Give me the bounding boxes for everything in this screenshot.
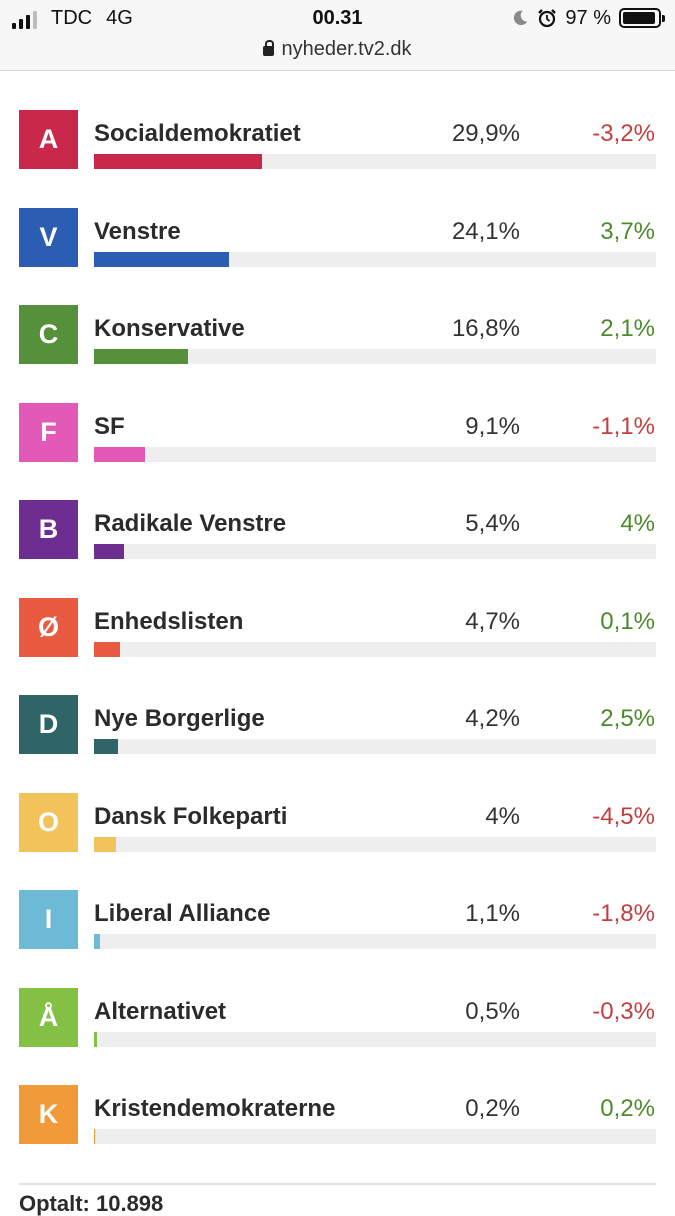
party-row: I Liberal Alliance 1,1% -1,8% bbox=[0, 890, 675, 952]
party-name: Enhedslisten bbox=[94, 608, 244, 635]
vote-change: -4,5% bbox=[592, 803, 655, 830]
party-letter-badge: K bbox=[19, 1085, 78, 1144]
vote-bar-fill bbox=[94, 544, 125, 559]
vote-change: 4% bbox=[620, 510, 655, 537]
party-row: C Konservative 16,8% 2,1% bbox=[0, 305, 675, 367]
clock: 00.31 bbox=[312, 7, 363, 29]
vote-change: 0,2% bbox=[600, 1095, 655, 1122]
vote-change: -1,1% bbox=[592, 413, 655, 440]
party-letter-badge: V bbox=[19, 208, 78, 267]
vote-change: -3,2% bbox=[592, 120, 655, 147]
vote-percent: 0,2% bbox=[465, 1095, 520, 1122]
party-name: Liberal Alliance bbox=[94, 900, 271, 927]
vote-percent: 4% bbox=[485, 803, 520, 830]
divider bbox=[19, 1183, 656, 1185]
party-row: B Radikale Venstre 5,4% 4% bbox=[0, 500, 675, 562]
party-row: O Dansk Folkeparti 4% -4,5% bbox=[0, 793, 675, 855]
vote-change: 2,1% bbox=[600, 315, 655, 342]
status-icons: 97 % bbox=[511, 7, 665, 29]
party-letter-badge: Ø bbox=[19, 598, 78, 657]
vote-bar-fill bbox=[94, 154, 263, 169]
vote-bar-fill bbox=[94, 349, 189, 364]
vote-bar-track bbox=[94, 544, 656, 559]
vote-bar-track bbox=[94, 642, 656, 657]
vote-bar-track bbox=[94, 934, 656, 949]
vote-change: 2,5% bbox=[600, 705, 655, 732]
vote-bar-track bbox=[94, 739, 656, 754]
vote-bar-track bbox=[94, 1032, 656, 1047]
vote-bar-fill bbox=[94, 1032, 97, 1047]
party-row: A Socialdemokratiet 29,9% -3,2% bbox=[0, 110, 675, 172]
url-text: nyheder.tv2.dk bbox=[281, 38, 412, 60]
vote-change: 0,1% bbox=[600, 608, 655, 635]
party-letter-badge: F bbox=[19, 403, 78, 462]
vote-percent: 0,5% bbox=[465, 998, 520, 1025]
address-bar[interactable]: nyheder.tv2.dk bbox=[0, 37, 675, 61]
vote-bar-fill bbox=[94, 934, 101, 949]
vote-bar-fill bbox=[94, 447, 146, 462]
party-name: Socialdemokratiet bbox=[94, 120, 301, 147]
party-letter-badge: B bbox=[19, 500, 78, 559]
party-letter-badge: D bbox=[19, 695, 78, 754]
vote-bar-track bbox=[94, 447, 656, 462]
party-row: K Kristendemokraterne 0,2% 0,2% bbox=[0, 1085, 675, 1147]
party-letter-badge: I bbox=[19, 890, 78, 949]
counted-votes: Optalt: 10.898 bbox=[19, 1191, 164, 1216]
party-name: Nye Borgerlige bbox=[94, 705, 265, 732]
lock-icon bbox=[263, 40, 275, 56]
vote-bar-track bbox=[94, 837, 656, 852]
moon-icon bbox=[514, 10, 528, 26]
vote-bar-fill bbox=[94, 1129, 96, 1144]
party-name: Konservative bbox=[94, 315, 245, 342]
party-row: F SF 9,1% -1,1% bbox=[0, 403, 675, 465]
party-name: Dansk Folkeparti bbox=[94, 803, 288, 830]
vote-change: 3,7% bbox=[600, 218, 655, 245]
party-name: Kristendemokraterne bbox=[94, 1095, 336, 1122]
vote-bar-fill bbox=[94, 642, 121, 657]
carrier-info: TDC 4G bbox=[12, 7, 133, 29]
alarm-clock-icon bbox=[538, 9, 557, 28]
vote-percent: 29,9% bbox=[451, 120, 520, 147]
party-name: SF bbox=[94, 413, 125, 440]
party-row: V Venstre 24,1% 3,7% bbox=[0, 208, 675, 270]
signal-strength-icon bbox=[12, 11, 37, 29]
status-bar: TDC 4G 00.31 97 % nyheder.tv2.dk bbox=[0, 0, 675, 71]
party-letter-badge: Å bbox=[19, 988, 78, 1047]
vote-percent: 16,8% bbox=[451, 315, 520, 342]
party-row: Å Alternativet 0,5% -0,3% bbox=[0, 988, 675, 1050]
vote-bar-fill bbox=[94, 837, 117, 852]
vote-percent: 5,4% bbox=[465, 510, 520, 537]
vote-percent: 24,1% bbox=[451, 218, 520, 245]
carrier-name: TDC bbox=[51, 7, 93, 29]
party-letter-badge: A bbox=[19, 110, 78, 169]
vote-percent: 4,7% bbox=[465, 608, 520, 635]
party-row: D Nye Borgerlige 4,2% 2,5% bbox=[0, 695, 675, 757]
vote-bar-fill bbox=[94, 739, 118, 754]
party-row: Ø Enhedslisten 4,7% 0,1% bbox=[0, 598, 675, 660]
party-name: Alternativet bbox=[94, 998, 227, 1025]
vote-bar-track bbox=[94, 252, 656, 267]
vote-change: -0,3% bbox=[592, 998, 655, 1025]
vote-bar-track bbox=[94, 1129, 656, 1144]
party-name: Venstre bbox=[94, 218, 181, 245]
vote-bar-track bbox=[94, 349, 656, 364]
vote-percent: 1,1% bbox=[465, 900, 520, 927]
battery-percent: 97 % bbox=[565, 7, 611, 29]
network-type: 4G bbox=[106, 7, 133, 29]
party-letter-badge: O bbox=[19, 793, 78, 852]
vote-change: -1,8% bbox=[592, 900, 655, 927]
vote-bar-fill bbox=[94, 252, 230, 267]
party-letter-badge: C bbox=[19, 305, 78, 364]
vote-bar-track bbox=[94, 154, 656, 169]
vote-percent: 4,2% bbox=[465, 705, 520, 732]
party-name: Radikale Venstre bbox=[94, 510, 287, 537]
battery-icon bbox=[619, 8, 665, 28]
vote-percent: 9,1% bbox=[465, 413, 520, 440]
